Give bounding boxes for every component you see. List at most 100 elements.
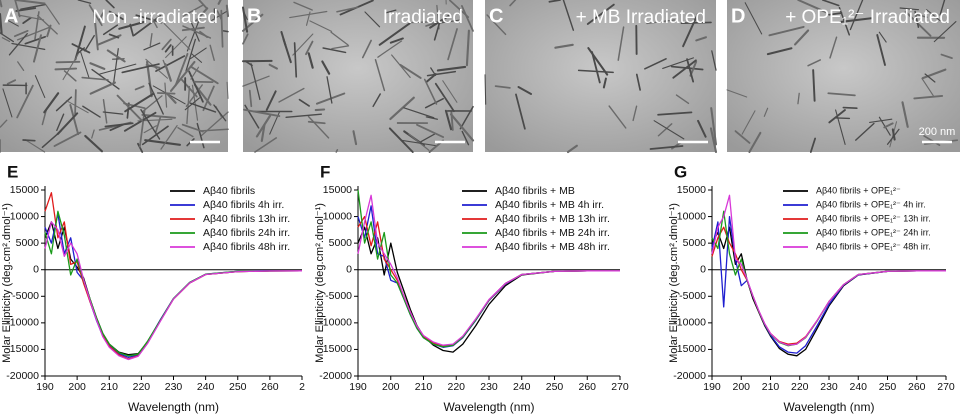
fibril xyxy=(248,89,253,108)
fibril xyxy=(165,36,187,59)
x-tick-label: 220 xyxy=(133,381,151,393)
fibril xyxy=(80,51,90,79)
y-tick-label: 10000 xyxy=(10,210,39,222)
fibril xyxy=(226,81,229,99)
fibril xyxy=(243,108,281,117)
x-tick-label: 250 xyxy=(879,381,897,393)
fibril xyxy=(797,92,800,105)
x-tick-label: 210 xyxy=(415,381,433,393)
fibril xyxy=(109,123,125,132)
fibril xyxy=(377,40,403,58)
fibril xyxy=(24,35,47,45)
fibril xyxy=(143,125,157,134)
fibril xyxy=(450,113,475,142)
fibril xyxy=(509,0,517,7)
fibril xyxy=(108,10,124,21)
fibril xyxy=(56,113,65,132)
fibril xyxy=(0,32,14,43)
fibril xyxy=(190,66,200,80)
fibril xyxy=(124,92,155,113)
legend-label: Aβ40 fibrils + MB xyxy=(495,185,575,197)
legend-label: Aβ40 fibrils + OPE₁²⁻ 13h irr. xyxy=(816,213,931,223)
fibril xyxy=(711,50,717,71)
fibril xyxy=(220,9,224,48)
fibril xyxy=(812,69,816,102)
y-tick-label: 0 xyxy=(33,263,39,275)
fibril xyxy=(293,1,313,11)
fibril xyxy=(16,26,50,41)
y-tick-label: -20000 xyxy=(673,370,706,382)
fibril xyxy=(321,60,331,75)
fibril xyxy=(217,0,222,5)
fibril xyxy=(201,111,229,137)
fibril xyxy=(2,88,13,118)
fibril xyxy=(923,135,941,147)
fibril xyxy=(74,89,77,116)
fibril xyxy=(330,31,349,46)
fibril xyxy=(84,34,95,52)
y-tick-label: -15000 xyxy=(673,343,706,355)
fibril xyxy=(916,13,928,18)
legend-label: Aβ40 fibrils + MB 48h irr. xyxy=(495,241,610,253)
fibril xyxy=(695,36,708,42)
fibril xyxy=(134,85,145,91)
fibril xyxy=(748,131,762,154)
legend-label: Aβ40 fibrils + MB 4h irr. xyxy=(495,199,604,211)
fibril xyxy=(809,137,817,153)
fibril xyxy=(461,130,470,146)
fibril xyxy=(416,123,445,139)
fibril xyxy=(686,58,695,83)
y-tick-label: 0 xyxy=(346,263,352,275)
fibril xyxy=(484,74,487,105)
fibril xyxy=(141,113,176,119)
fibril xyxy=(378,22,411,46)
fibril xyxy=(442,80,458,103)
legend-label: Aβ40 fibrils + MB 24h irr. xyxy=(495,227,610,239)
fibril xyxy=(926,9,941,22)
fibril xyxy=(82,105,101,118)
x-tick-label: 270 xyxy=(937,381,955,393)
x-tick-label: 240 xyxy=(513,381,531,393)
fibril xyxy=(32,34,42,63)
legend-label: Aβ40 fibrils xyxy=(203,185,255,197)
fibril xyxy=(423,78,438,105)
fibril xyxy=(69,104,80,136)
y-tick-label: 15000 xyxy=(10,184,39,196)
fibril xyxy=(186,85,191,125)
fibril xyxy=(285,113,323,119)
fibril xyxy=(0,119,8,128)
fibril xyxy=(0,0,3,8)
fibril xyxy=(225,4,230,18)
fibril xyxy=(408,133,430,151)
fibril xyxy=(939,0,946,16)
fibril xyxy=(827,92,856,97)
fibril xyxy=(24,139,46,153)
y-tick-label: -15000 xyxy=(6,343,39,355)
series-line xyxy=(44,221,303,361)
fibril xyxy=(74,25,86,61)
fibril xyxy=(105,0,115,9)
fibril xyxy=(657,123,673,137)
y-tick-label: -10000 xyxy=(319,317,352,329)
fibril xyxy=(62,53,79,81)
fibril xyxy=(141,125,169,146)
fibril xyxy=(54,67,78,71)
tem-image xyxy=(484,0,718,154)
fibril xyxy=(842,106,858,110)
x-tick-label: 230 xyxy=(165,381,183,393)
legend-label: Aβ40 fibrils 4h irr. xyxy=(203,199,284,211)
fibril xyxy=(646,19,676,25)
fibril xyxy=(763,107,769,117)
fibril xyxy=(434,82,455,113)
fibril xyxy=(156,92,176,95)
fibril xyxy=(36,14,58,35)
fibril xyxy=(244,104,260,129)
fibril xyxy=(108,33,120,39)
legend-label: Aβ40 fibrils + MB 13h irr. xyxy=(495,213,610,225)
image-background xyxy=(727,0,960,152)
fibril xyxy=(93,12,99,51)
x-tick-label: 250 xyxy=(546,381,564,393)
fibril xyxy=(190,65,219,85)
fibril xyxy=(177,126,194,138)
fibril xyxy=(425,116,439,120)
